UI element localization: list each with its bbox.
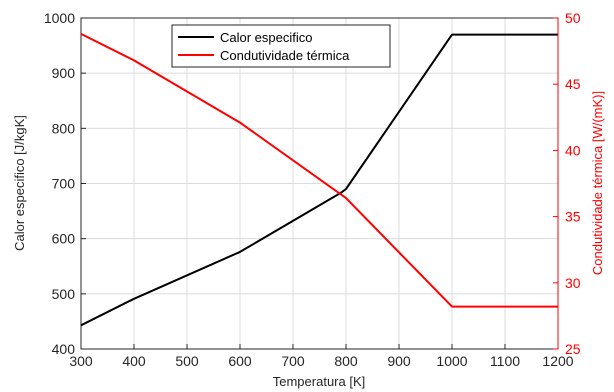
legend-label-condutividade: Condutividade térmica	[220, 48, 350, 63]
x-tick-label: 800	[334, 353, 358, 369]
legend-label-calor: Calor especifico	[220, 30, 313, 45]
y-axis-right-ticks: 25 30 35 40 45 50	[553, 10, 581, 357]
y-left-tick-label: 1000	[44, 10, 75, 26]
x-axis-ticks: 300 400 500 600 700 800 900 1000 1100 1200	[69, 344, 574, 369]
y-right-tick-label: 50	[565, 10, 581, 26]
x-axis-title: Temperatura [K]	[273, 374, 366, 389]
x-tick-label: 600	[228, 353, 252, 369]
y-left-tick-label: 500	[52, 286, 76, 302]
y-left-tick-label: 600	[52, 231, 76, 247]
y-right-tick-label: 25	[565, 341, 581, 357]
y-left-tick-label: 800	[52, 120, 76, 136]
x-tick-label: 1200	[542, 353, 573, 369]
y-left-tick-label: 400	[52, 341, 76, 357]
y-axis-right-title: Condutividade térmica [W/(mK)]	[590, 91, 605, 275]
x-tick-label: 300	[69, 353, 93, 369]
x-tick-label: 1100	[490, 353, 520, 369]
y-left-tick-label: 900	[52, 65, 76, 81]
x-tick-label: 1000	[436, 353, 467, 369]
series-group	[80, 33, 558, 327]
x-tick-label: 700	[281, 353, 305, 369]
series-line-condutividade-termica	[80, 33, 558, 308]
x-tick-label: 400	[122, 353, 146, 369]
y-right-tick-label: 35	[565, 209, 581, 225]
legend: Calor especifico Condutividade térmica	[171, 24, 391, 68]
y-right-tick-label: 30	[565, 275, 581, 291]
x-tick-label: 500	[175, 353, 199, 369]
y-right-tick-label: 40	[565, 142, 581, 158]
y-right-tick-label: 45	[565, 76, 581, 92]
y-left-tick-label: 700	[52, 176, 76, 192]
series-line-calor-especifico	[80, 33, 558, 327]
x-tick-label: 900	[387, 353, 411, 369]
grid	[80, 17, 559, 350]
legend-box	[171, 24, 391, 68]
y-axis-left-ticks: 400 500 600 700 800 900 1000	[44, 10, 86, 357]
y-axis-left-title: Calor especifico [J/kgK]	[12, 115, 27, 251]
